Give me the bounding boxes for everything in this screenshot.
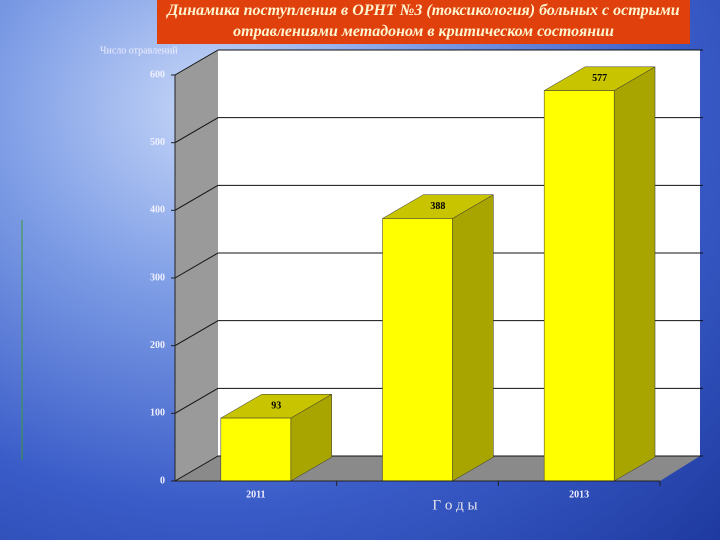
y-tick-label: 600 bbox=[150, 69, 165, 80]
grid-line bbox=[174, 184, 219, 211]
grid-line bbox=[174, 320, 219, 347]
y-tick-label: 200 bbox=[150, 340, 165, 351]
y-tick-label: 100 bbox=[150, 408, 165, 419]
y-tick-label: 500 bbox=[150, 137, 165, 148]
y-tick-label: 400 bbox=[150, 205, 165, 216]
x-axis-label: Г о д ы bbox=[432, 497, 477, 513]
bar-side bbox=[613, 66, 656, 482]
grid-line bbox=[174, 49, 219, 76]
bar-side bbox=[452, 194, 494, 482]
y-axis-label: Число отравлений bbox=[100, 45, 178, 56]
bar bbox=[543, 90, 615, 482]
data-label: 388 bbox=[430, 201, 445, 212]
x-tick-label: 2011 bbox=[246, 489, 265, 500]
grid-line bbox=[174, 117, 219, 144]
data-label: 577 bbox=[592, 73, 607, 84]
bar bbox=[382, 218, 453, 482]
bar bbox=[220, 417, 292, 482]
chart-title: Динамика поступления в ОРНТ №3 (токсикол… bbox=[157, 0, 690, 44]
y-tick-label: 300 bbox=[150, 272, 165, 283]
x-tick-label: 2013 bbox=[569, 489, 589, 500]
grid-line bbox=[174, 387, 219, 414]
grid-line bbox=[174, 252, 219, 279]
y-tick-label: 0 bbox=[160, 475, 165, 486]
grid-line bbox=[174, 455, 219, 482]
data-label: 93 bbox=[271, 400, 281, 411]
